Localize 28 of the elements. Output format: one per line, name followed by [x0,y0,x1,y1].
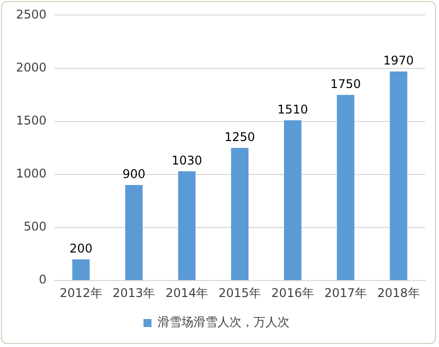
data-label: 1250 [224,130,256,144]
x-tick-label: 2013年 [112,286,156,300]
y-tick-label: 1000 [16,166,47,181]
x-tick-label: 2016年 [271,286,314,300]
data-label: 200 [70,241,92,256]
x-tick-label: 2018年 [377,286,420,300]
data-label: 900 [122,167,146,182]
bar [390,71,408,280]
x-tick-label: 2012年 [60,286,102,300]
data-label: 1030 [172,153,202,168]
legend-label: 滑雪场滑雪人次，万人次 [158,315,290,330]
bar [125,185,143,280]
x-tick-label: 2014年 [166,286,208,300]
data-label: 1750 [330,76,361,91]
bar [284,120,302,280]
y-tick-label: 1500 [16,113,47,128]
bar [178,171,196,280]
bar [72,259,90,280]
y-tick-label: 2000 [16,60,47,74]
x-tick-label: 2015年 [218,286,262,300]
data-label: 1510 [277,102,308,116]
bar [231,148,248,280]
y-tick-label: 0 [38,272,47,287]
x-tick-label: 2017年 [324,286,367,300]
data-label: 1970 [383,54,414,68]
bar [336,94,354,280]
y-tick-label: 500 [24,220,47,234]
y-tick-label: 2500 [16,7,47,22]
